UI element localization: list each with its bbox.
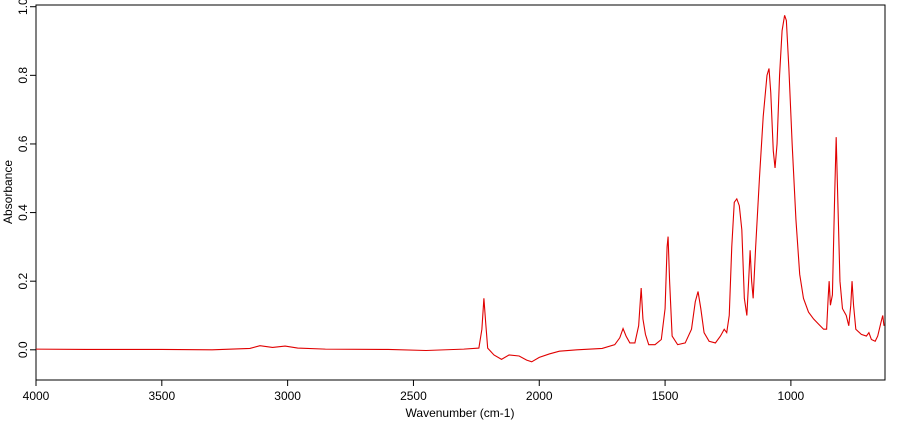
x-tick-label: 1500 bbox=[652, 389, 679, 403]
x-tick-label: 2500 bbox=[400, 389, 427, 403]
x-tick-label: 2000 bbox=[526, 389, 553, 403]
x-tick-label: 3500 bbox=[148, 389, 175, 403]
x-tick-label: 4000 bbox=[23, 389, 50, 403]
x-tick-label: 1000 bbox=[778, 389, 805, 403]
spectrum-line bbox=[35, 15, 885, 363]
x-axis-title: Wavenumber (cm-1) bbox=[406, 406, 515, 420]
plot-frame bbox=[35, 4, 886, 381]
y-tick-label: 0.8 bbox=[16, 67, 30, 84]
y-tick-label: 1.0 bbox=[16, 0, 30, 15]
y-tick-label: 0.2 bbox=[16, 273, 30, 290]
y-tick-label: 0.0 bbox=[16, 341, 30, 358]
x-tick-label: 3000 bbox=[274, 389, 301, 403]
y-tick-label: 0.6 bbox=[16, 135, 30, 152]
y-axis-title: Absorbance bbox=[1, 160, 15, 224]
y-tick-label: 0.4 bbox=[16, 204, 30, 221]
